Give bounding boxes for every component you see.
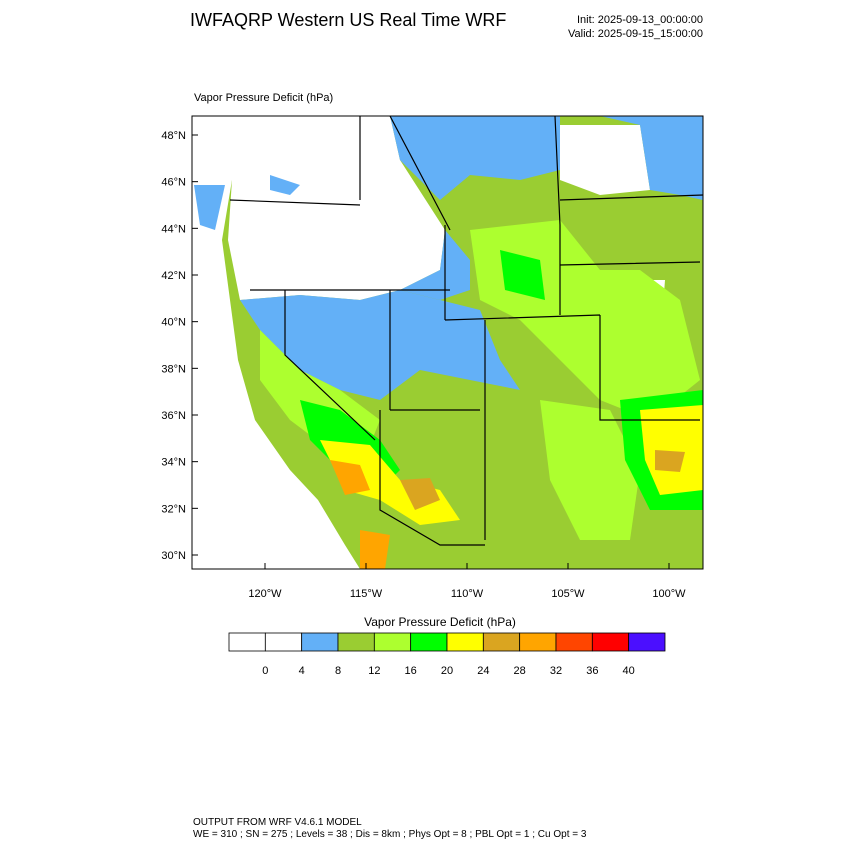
colorbar-box (555, 632, 593, 652)
lat-label: 34°N (161, 457, 186, 469)
colorbar-box (264, 632, 303, 652)
colorbar-box (628, 632, 666, 652)
colorbar-title: Vapor Pressure Deficit (hPa) (364, 615, 516, 629)
map-label: Vapor Pressure Deficit (hPa) (194, 92, 333, 104)
colorbar-label: 36 (586, 665, 598, 677)
map-axes: 48°N 46°N 44°N 42°N 40°N 38°N 36°N 34°N 32°N 30°N… (161, 130, 686, 600)
lon-label: 120°W (248, 588, 282, 600)
colorbar-box (337, 632, 375, 652)
lat-label: 44°N (161, 223, 186, 235)
colorbar-box (373, 632, 412, 652)
lat-label: 48°N (161, 130, 186, 142)
colorbar-box (228, 632, 266, 652)
colorbar-label: 32 (550, 665, 562, 677)
colorbar-box (591, 632, 630, 652)
lon-label: 110°W (451, 588, 484, 600)
colorbar-box (519, 632, 557, 652)
lat-label: 46°N (161, 177, 186, 189)
lon-label: 100°W (652, 588, 686, 600)
colorbar-label: 0 (262, 665, 268, 677)
valid-time: Valid: 2025-09-15_15:00:00 (568, 28, 703, 40)
colorbar-label: 28 (514, 665, 526, 677)
init-time: Init: 2025-09-13_00:00:00 (577, 14, 703, 26)
map-frame (191, 115, 704, 570)
colorbar: 0 4 8 12 16 20 24 28 32 36 40 (228, 632, 666, 677)
colorbar-box (482, 632, 521, 652)
lon-label: 115°W (350, 588, 383, 600)
colorbar-box (301, 632, 339, 652)
colorbar-box (446, 632, 484, 652)
map-field (192, 116, 703, 569)
colorbar-label: 24 (477, 665, 489, 677)
lat-label: 32°N (161, 503, 186, 515)
colorbar-label: 8 (335, 665, 341, 677)
footer-line: OUTPUT FROM WRF V4.6.1 MODEL (193, 817, 362, 828)
lon-label: 105°W (551, 588, 585, 600)
lat-label: 40°N (161, 317, 186, 329)
colorbar-label: 20 (441, 665, 453, 677)
colorbar-label: 16 (405, 665, 417, 677)
lat-label: 30°N (161, 550, 186, 562)
lat-label: 38°N (161, 363, 186, 375)
colorbar-label: 12 (368, 665, 380, 677)
colorbar-box (410, 632, 448, 652)
footer-line: WE = 310 ; SN = 275 ; Levels = 38 ; Dis … (193, 829, 587, 840)
lat-label: 36°N (161, 410, 186, 422)
title: IWFAQRP Western US Real Time WRF (190, 10, 506, 30)
lat-label: 42°N (161, 270, 186, 282)
colorbar-label: 4 (299, 665, 305, 677)
colorbar-label: 40 (623, 665, 635, 677)
